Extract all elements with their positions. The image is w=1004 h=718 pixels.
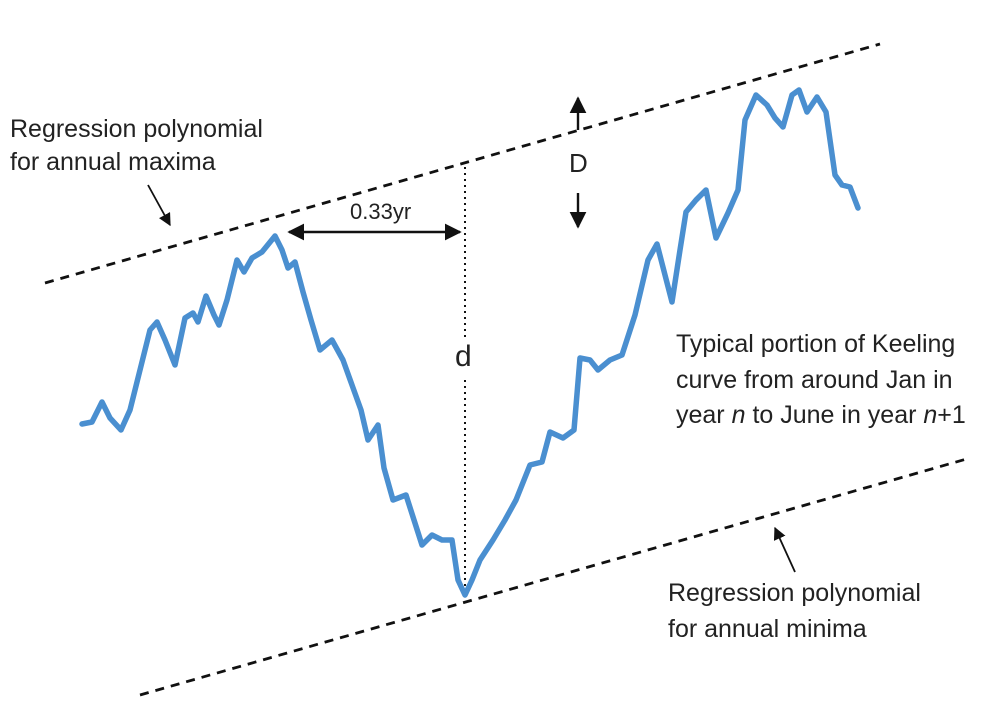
description-line3: year n to June in year n+1 [676,401,966,429]
depth-D-label: D [569,148,588,178]
description-line1: Typical portion of Keeling [676,330,955,358]
maxima-label-pointer-arrow [147,184,171,227]
description-line3-part1: year [676,401,732,429]
minima-label-pointer-arrow [773,526,796,573]
description-year-n: n [732,401,746,429]
description-line2: curve from around Jan in [676,366,953,394]
description-line3-part3: +1 [937,401,966,429]
minima-regression-line [139,456,971,697]
lag-label: 0.33yr [350,199,411,224]
keeling-curve [79,87,861,598]
maxima-regression-line [44,42,881,285]
minima-label-line2: for annual minima [668,615,867,643]
minima-label-line1: Regression polynomial [668,579,921,607]
description-year-n2: n [923,401,937,429]
description-line3-part2: to June in year [746,401,924,429]
depth-d-label: d [455,340,472,373]
maxima-label-line1: Regression polynomial [10,115,263,143]
maxima-label-line2: for annual maxima [10,148,216,176]
